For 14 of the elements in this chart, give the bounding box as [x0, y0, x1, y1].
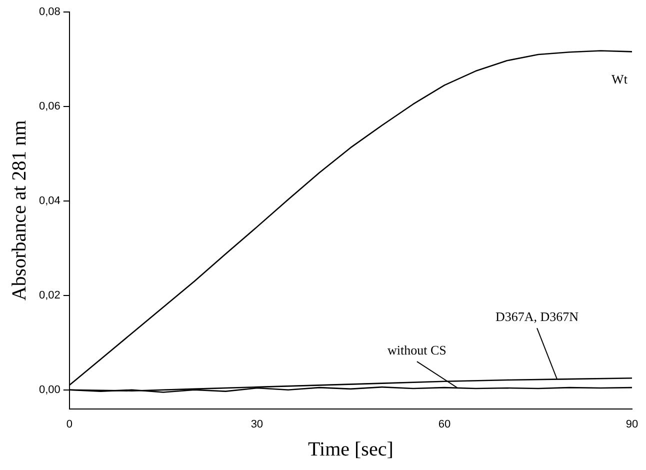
y-tick-label: 0,02 — [38, 289, 60, 302]
y-tick-label: 0,08 — [38, 6, 60, 18]
x-axis-title: Time [sec] — [308, 438, 394, 460]
y-tick-label: 0,06 — [38, 100, 60, 113]
x-tick-label: 90 — [626, 418, 638, 430]
annotation: Wt — [612, 72, 628, 87]
y-tick-label: 0,04 — [38, 194, 60, 207]
annotation: D367A, D367N — [495, 308, 580, 324]
x-tick-label: 0 — [66, 418, 72, 430]
x-tick-label: 30 — [250, 418, 264, 430]
annotation: without CS — [388, 342, 446, 358]
y-axis-title: Absorbance at 281 nm — [8, 120, 30, 301]
y-tick-label: 0,00 — [38, 384, 60, 396]
x-tick-label: 60 — [438, 418, 451, 430]
